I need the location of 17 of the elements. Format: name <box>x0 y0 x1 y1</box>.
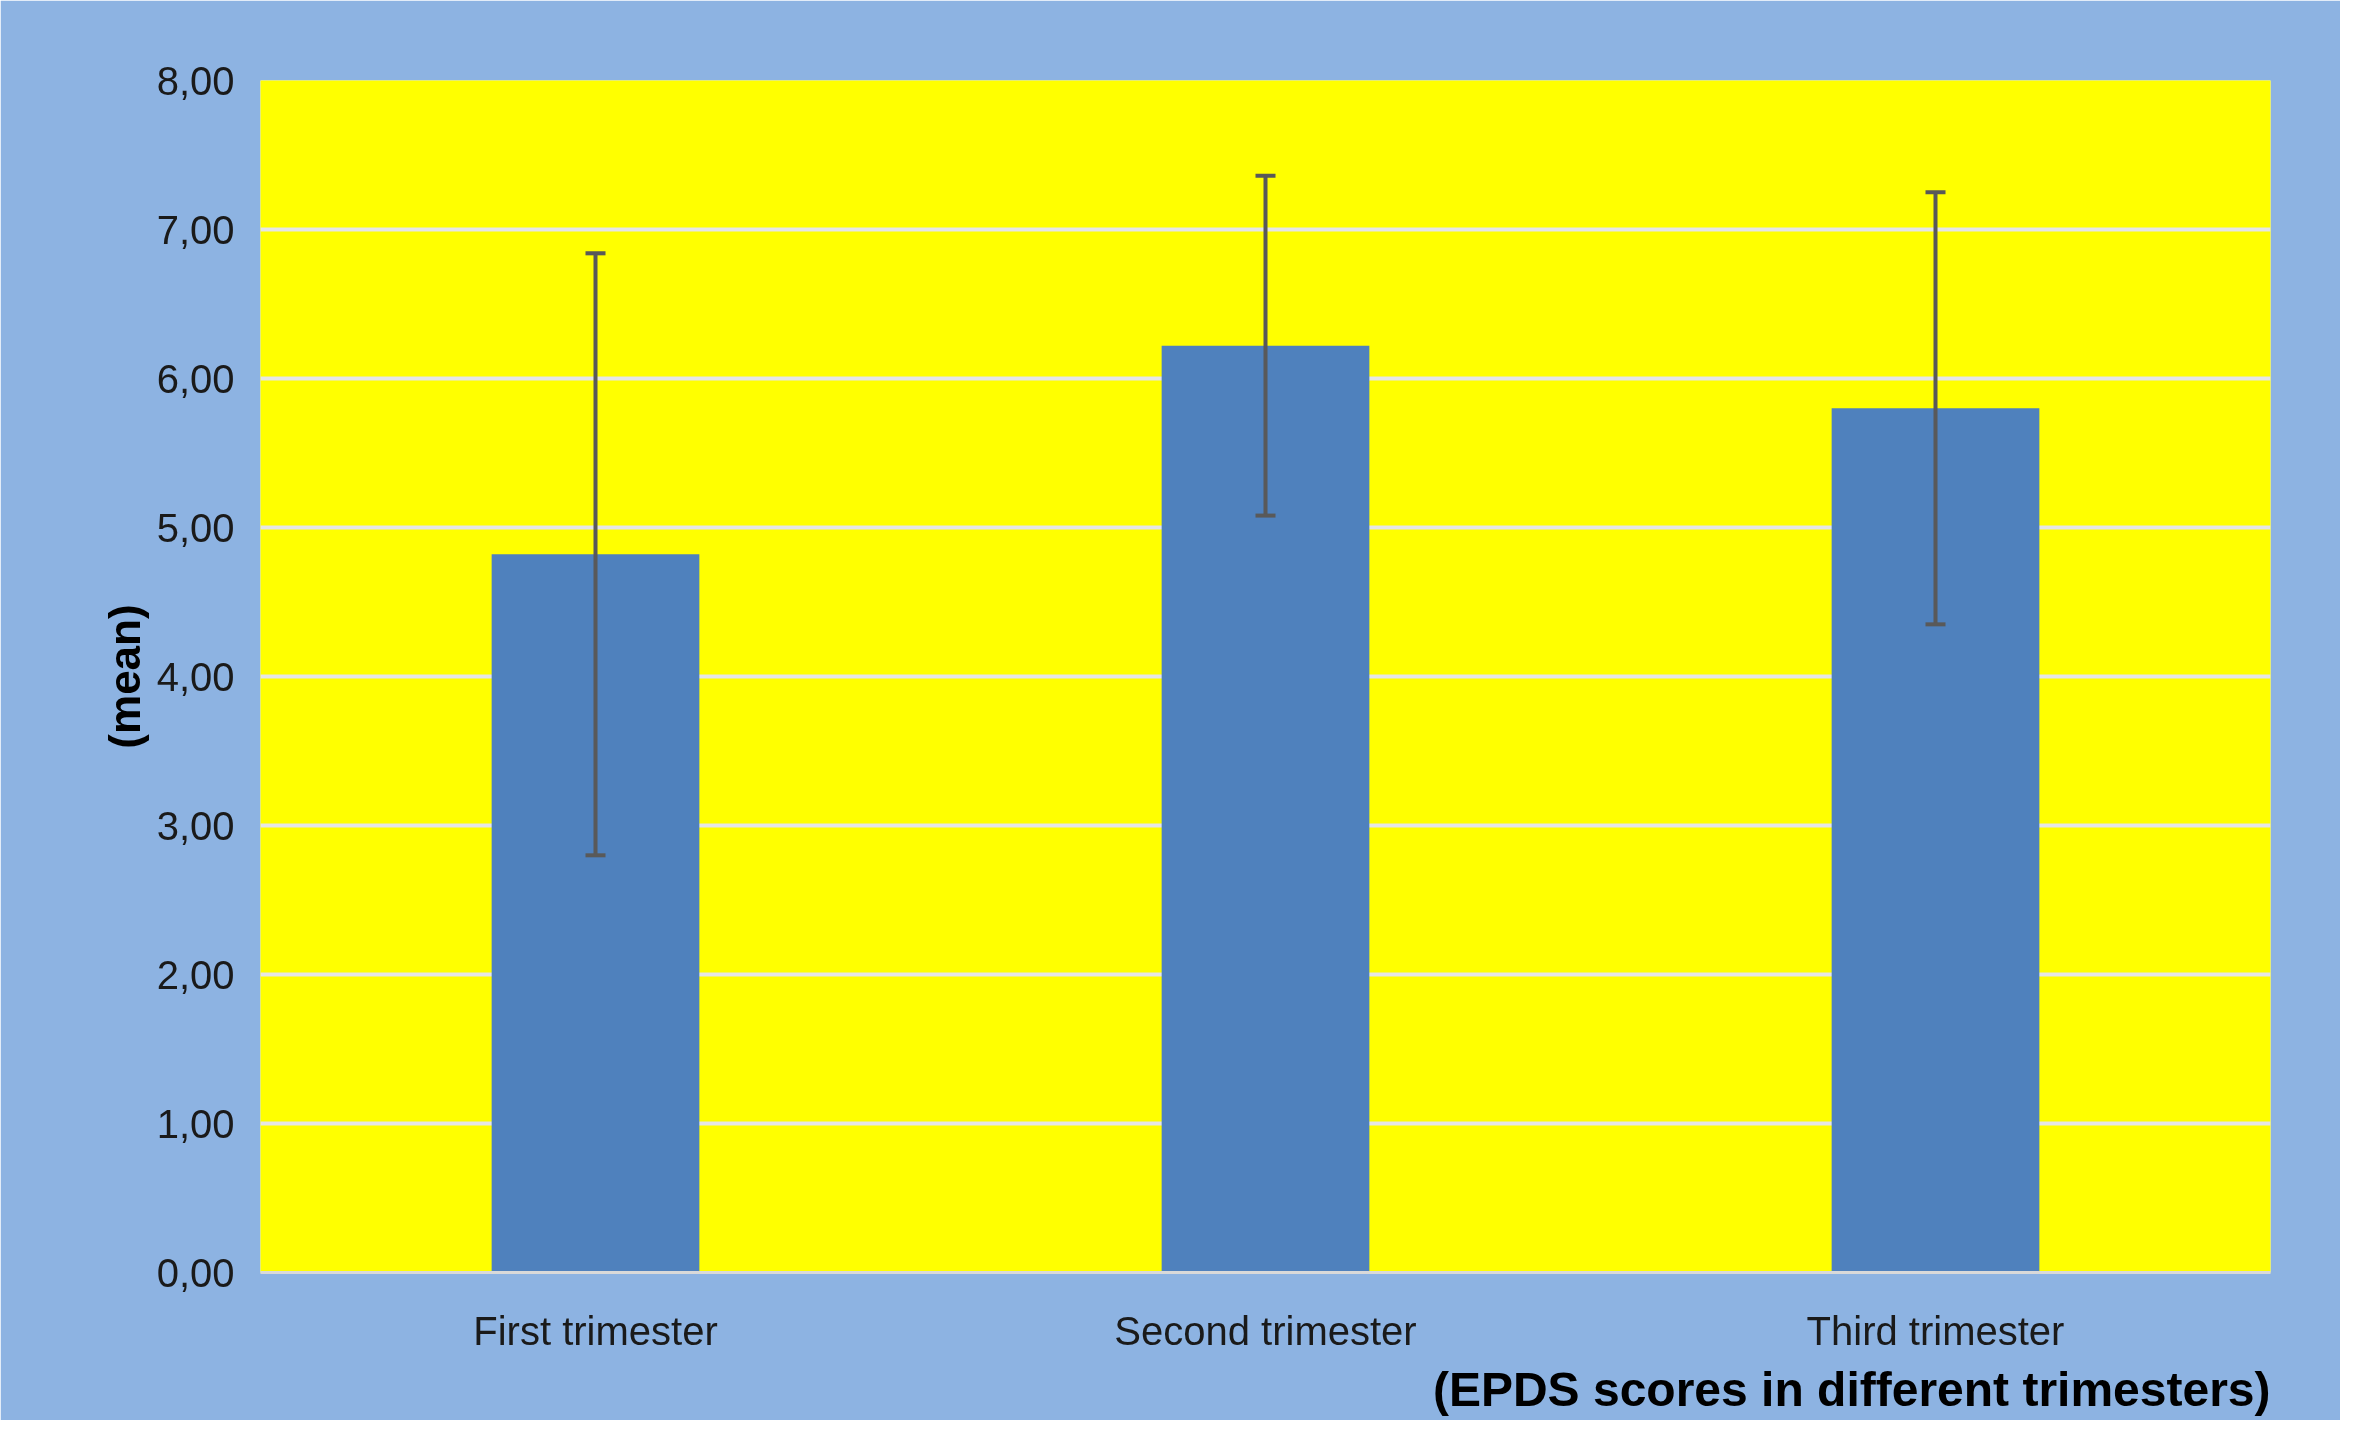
y-tick-label: 3,00 <box>156 803 235 848</box>
x-tick-label: Second trimester <box>1114 1308 1417 1353</box>
y-tick-label: 5,00 <box>156 505 235 550</box>
y-tick-label: 8,00 <box>156 58 235 103</box>
y-axis-title: (mean) <box>99 604 149 749</box>
x-tick-label: Third trimester <box>1806 1308 2065 1353</box>
y-tick-label: 2,00 <box>156 952 235 997</box>
x-axis-title: (EPDS scores in different trimesters) <box>1432 1362 2271 1416</box>
bar <box>1831 408 2040 1273</box>
y-tick-label: 6,00 <box>156 356 235 401</box>
y-tick-label: 7,00 <box>156 207 235 252</box>
bar <box>491 554 700 1273</box>
y-tick-label: 4,00 <box>156 654 235 699</box>
y-tick-label: 0,00 <box>156 1250 235 1295</box>
y-tick-label: 1,00 <box>156 1101 235 1146</box>
bar <box>1161 345 1370 1273</box>
x-tick-label: First trimester <box>473 1308 718 1353</box>
